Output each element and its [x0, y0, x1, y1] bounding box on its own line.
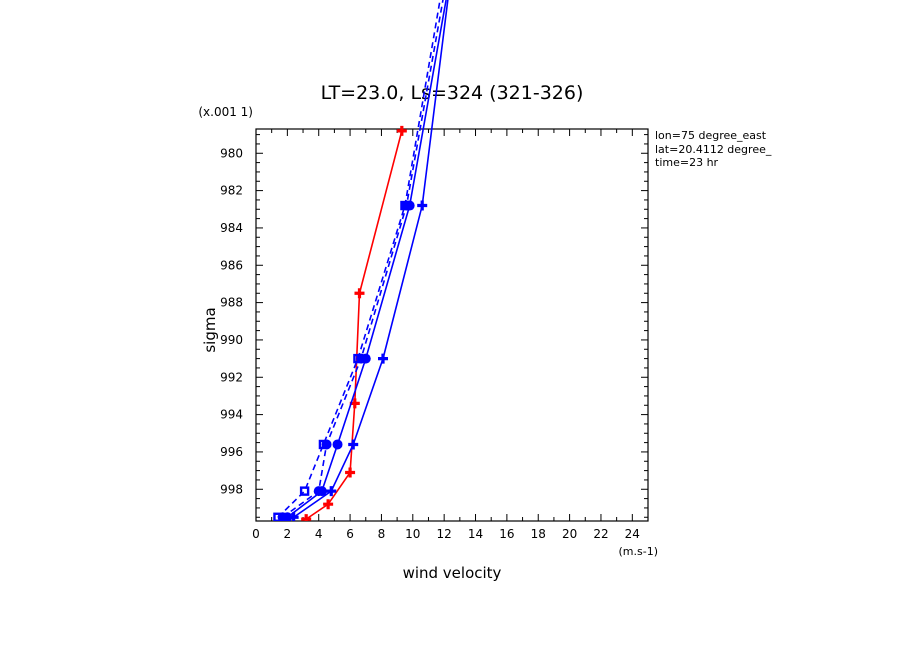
x-tick-label: 6	[346, 527, 354, 541]
series-line	[286, 0, 447, 518]
series-5	[273, 0, 441, 521]
data-point-plus	[301, 514, 312, 521]
data-point-square	[273, 512, 283, 521]
data-point-plus	[396, 125, 407, 136]
x-tick-label: 14	[468, 527, 483, 541]
series-3	[282, 0, 447, 521]
y-tick-label: 986	[220, 258, 243, 272]
x-tick-label: 22	[593, 527, 608, 541]
data-point-plus	[348, 439, 359, 450]
info-block: lon=75 degree_east lat=20.4112 degree_ t…	[655, 129, 772, 169]
data-point-plus	[323, 499, 334, 510]
x-tick-label: 20	[562, 527, 577, 541]
x-tick-label: 2	[284, 527, 292, 541]
x-tick-label: 16	[499, 527, 514, 541]
series-2	[288, 0, 449, 521]
info-time: time=23 hr	[655, 156, 719, 169]
y-tick-label: 994	[220, 408, 243, 422]
data-point-plus	[378, 353, 389, 364]
y-tick-label: 992	[220, 370, 243, 384]
chart-title: LT=23.0, Ls=324 (321-326)	[321, 82, 584, 104]
y-axis: 980 982 984 986 988 990 992 994 996 998	[220, 134, 648, 518]
y-axis-label: sigma	[201, 307, 219, 352]
data-point-circle	[313, 486, 324, 497]
series-layer	[273, 0, 449, 521]
x-axis: 0 2 4 6 8 10 12 14 16 18 20 22 24	[252, 129, 649, 541]
info-lon: lon=75 degree_east	[655, 129, 767, 142]
y-tick-label: 988	[220, 296, 243, 310]
y-tick-label: 984	[220, 221, 243, 235]
data-point-square	[318, 439, 329, 450]
y-unit-label: (x.001 1)	[198, 105, 253, 119]
y-tick-label: 990	[220, 333, 243, 347]
data-point-plus	[345, 467, 356, 478]
series-line	[282, 0, 444, 518]
y-tick-label: 998	[220, 482, 243, 496]
data-point-square	[299, 486, 310, 496]
x-tick-label: 12	[437, 527, 452, 541]
series-line	[305, 130, 403, 520]
x-unit-label: (m.s-1)	[619, 545, 659, 558]
plot-frame	[255, 128, 649, 522]
x-tick-label: 8	[378, 527, 386, 541]
y-tick-label: 982	[220, 184, 243, 198]
series-1	[301, 125, 407, 521]
x-tick-label: 0	[252, 527, 260, 541]
y-tick-label: 996	[220, 445, 243, 459]
data-point-square	[353, 353, 363, 364]
data-point-square	[400, 200, 410, 211]
y-tick-label: 980	[220, 146, 243, 160]
x-tick-label: 24	[625, 527, 640, 541]
data-point-plus	[417, 200, 428, 211]
series-line	[277, 0, 441, 518]
info-lat: lat=20.4112 degree_	[655, 143, 772, 156]
data-point-plus	[326, 486, 337, 497]
data-point-circle	[332, 439, 343, 450]
series-4	[277, 0, 444, 521]
x-axis-label: wind velocity	[403, 564, 502, 582]
x-tick-label: 18	[531, 527, 546, 541]
series-line	[293, 0, 449, 518]
x-tick-label: 4	[315, 527, 323, 541]
x-tick-label: 10	[405, 527, 420, 541]
data-point-plus	[354, 288, 365, 299]
